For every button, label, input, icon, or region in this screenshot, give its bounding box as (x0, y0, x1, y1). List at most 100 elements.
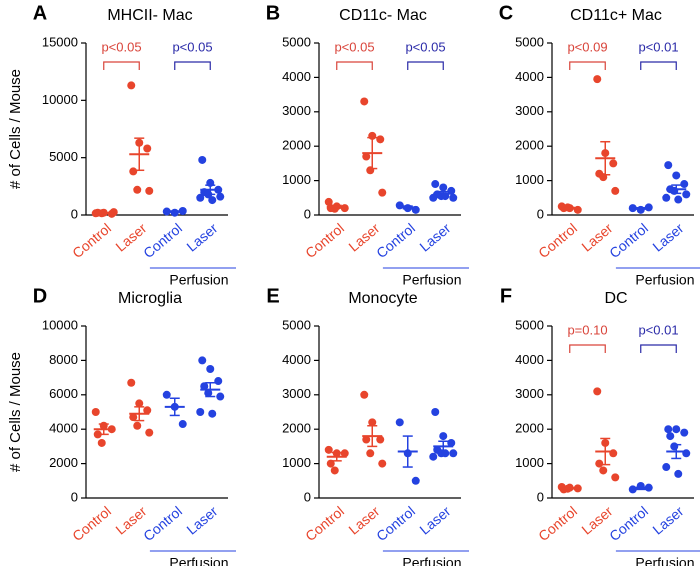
data-point (133, 185, 142, 194)
y-axis-label: # of Cells / Mouse (7, 69, 24, 189)
data-point (162, 390, 171, 399)
data-point (200, 382, 209, 391)
y-axis-label: # of Cells / Mouse (7, 352, 24, 472)
panel-title: CD11c- Mac (339, 7, 427, 24)
data-point (129, 167, 138, 176)
significance-bracket (569, 61, 606, 70)
significance-label: p<0.01 (638, 39, 678, 54)
significance-bracket (569, 344, 606, 353)
x-tick-label: Laser (416, 220, 453, 255)
data-point (573, 205, 582, 214)
y-tick-label: 8000 (49, 352, 78, 367)
data-point (611, 473, 620, 482)
y-tick-label: 2000 (49, 455, 78, 470)
y-tick-label: 1000 (282, 172, 311, 187)
data-point (644, 203, 653, 212)
panel-label: F (500, 285, 512, 307)
x-tick-label: Control (302, 220, 347, 261)
data-point (593, 75, 602, 84)
y-tick-label: 1000 (515, 455, 544, 470)
y-tick-label: 1000 (282, 455, 311, 470)
y-tick-label: 4000 (49, 421, 78, 436)
x-tick-label: Control (535, 503, 580, 544)
data-point (376, 135, 385, 144)
y-tick-label: 0 (537, 206, 544, 221)
y-tick-label: 2000 (282, 421, 311, 436)
data-point (196, 408, 205, 416)
significance-label: p<0.05 (334, 39, 374, 54)
data-point (411, 476, 420, 485)
data-point (670, 442, 679, 451)
data-point (439, 432, 448, 441)
data-point (198, 356, 207, 365)
x-tick-label: Control (69, 220, 114, 261)
group-label: Perfusion (402, 272, 461, 288)
x-tick-label: Control (140, 220, 185, 261)
y-tick-label: 0 (71, 489, 78, 504)
data-point (680, 428, 689, 437)
y-tick-label: 0 (71, 206, 78, 221)
panel-label: A (33, 2, 47, 24)
data-point (395, 418, 404, 427)
data-point (429, 193, 438, 202)
data-point (362, 152, 371, 161)
data-point (93, 430, 102, 439)
data-point (378, 188, 387, 197)
data-point (674, 469, 683, 478)
data-point (133, 421, 142, 430)
x-tick-label: Laser (649, 503, 686, 538)
data-point (127, 81, 136, 90)
y-tick-label: 3000 (282, 103, 311, 118)
data-point (362, 435, 371, 444)
data-point (324, 445, 333, 454)
significance-bracket (103, 61, 140, 70)
data-point (216, 192, 225, 201)
data-point (449, 449, 458, 458)
data-point (664, 425, 673, 434)
data-point (143, 144, 152, 153)
data-point (662, 463, 671, 472)
data-point (378, 459, 387, 468)
y-tick-label: 10000 (42, 317, 78, 332)
group-label: Perfusion (169, 272, 228, 288)
y-tick-label: 4000 (282, 69, 311, 84)
significance-label: p<0.05 (172, 39, 212, 54)
data-point (206, 365, 215, 373)
x-tick-label: Control (302, 503, 347, 544)
significance-bracket (407, 61, 444, 70)
data-point (340, 204, 349, 213)
y-tick-label: 2000 (515, 138, 544, 153)
significance-bracket (174, 61, 211, 70)
data-point (145, 186, 154, 195)
y-tick-label: 5000 (515, 317, 544, 332)
y-tick-label: 5000 (282, 34, 311, 49)
y-tick-label: 5000 (49, 149, 78, 164)
data-point (674, 195, 683, 204)
data-point (611, 186, 620, 195)
data-point (326, 459, 335, 468)
x-tick-label: Laser (649, 220, 686, 255)
y-tick-label: 3000 (282, 386, 311, 401)
data-point (368, 418, 377, 427)
data-point (145, 428, 154, 437)
data-point (360, 390, 369, 399)
data-point (447, 438, 456, 447)
panel-label: B (266, 2, 280, 24)
panel-label: E (266, 285, 279, 307)
x-tick-label: Control (606, 503, 651, 544)
data-point (208, 196, 217, 205)
data-point (609, 449, 618, 458)
significance-bracket (640, 344, 677, 353)
data-point (376, 435, 385, 444)
data-point (214, 377, 223, 386)
data-point (439, 183, 448, 192)
data-point (178, 420, 187, 429)
data-point (682, 190, 691, 199)
data-point (340, 449, 349, 458)
x-tick-label: Control (535, 220, 580, 261)
data-point (216, 392, 225, 401)
data-point (449, 193, 458, 202)
y-tick-label: 0 (304, 489, 311, 504)
group-label: Perfusion (635, 272, 694, 288)
panel-label: D (33, 285, 47, 307)
